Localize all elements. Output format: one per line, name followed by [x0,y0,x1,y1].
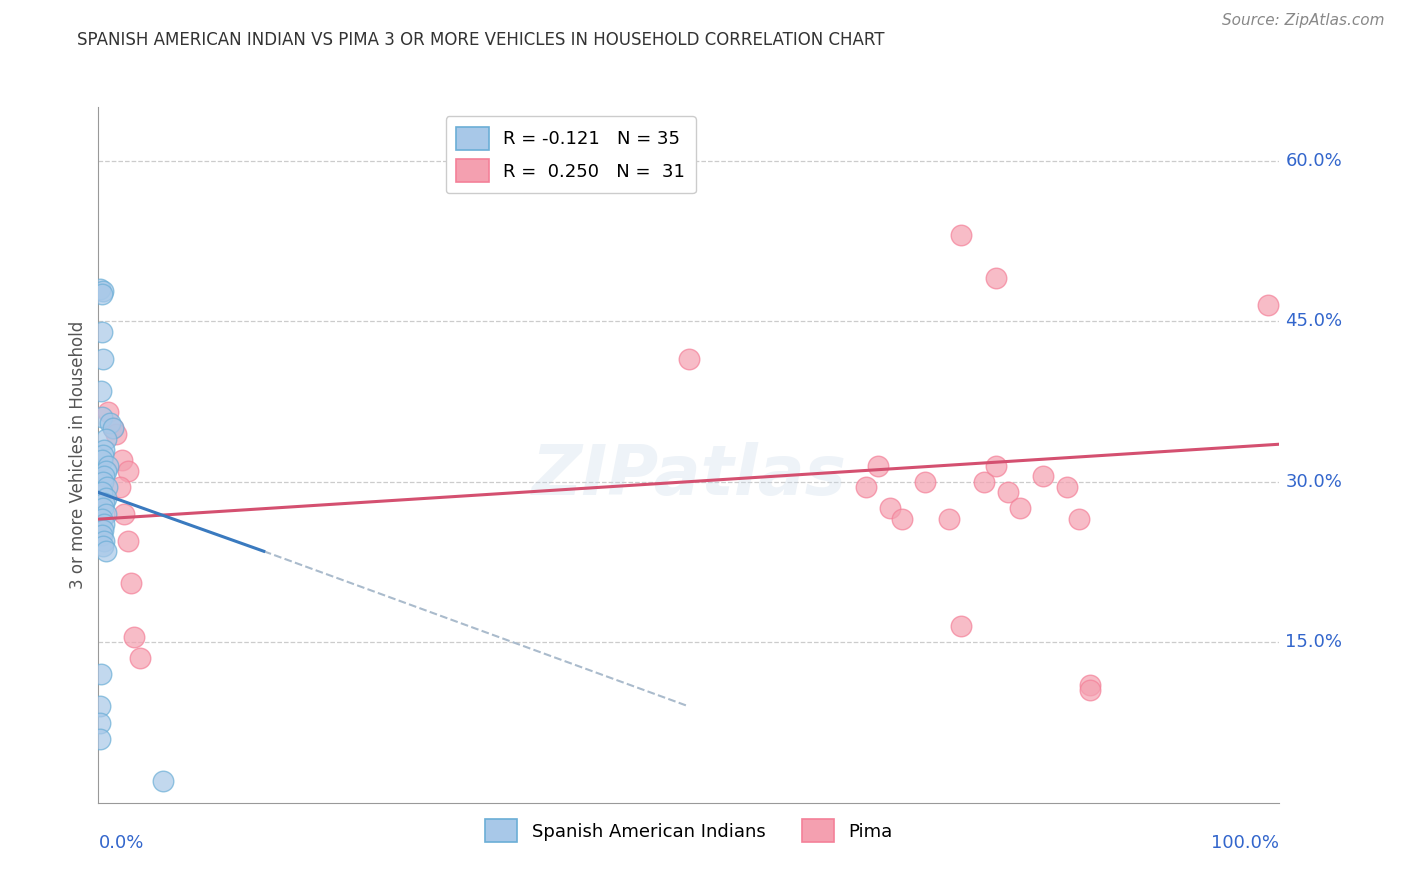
Point [678,351,700,366]
Text: ZIPatlas: ZIPatlas [531,442,846,509]
Point [914,475,936,489]
Point [1067,512,1090,526]
Point [91,351,114,366]
Point [984,271,1007,285]
Point [89,699,111,714]
Point [152,774,174,789]
Point [91,284,114,298]
Point [117,533,139,548]
Point [93,496,115,510]
Point [997,485,1019,500]
Point [94,464,117,478]
Point [108,480,131,494]
Point [97,405,120,419]
Y-axis label: 3 or more Vehicles in Household: 3 or more Vehicles in Household [69,321,87,589]
Point [105,426,128,441]
Text: 15.0%: 15.0% [1285,633,1343,651]
Point [91,448,114,462]
Point [91,485,114,500]
Point [94,491,117,505]
Point [122,630,145,644]
Point [1257,298,1279,312]
Point [94,507,117,521]
Point [973,475,995,489]
Point [91,287,114,301]
Point [879,501,901,516]
Point [117,464,139,478]
Point [1080,678,1102,692]
Point [111,453,134,467]
Point [91,512,114,526]
Point [855,480,877,494]
Point [91,410,114,425]
Point [866,458,889,473]
Point [101,421,124,435]
Point [949,228,972,243]
Point [984,458,1007,473]
Text: 100.0%: 100.0% [1212,834,1279,852]
Point [1008,501,1031,516]
Point [93,517,115,532]
Point [949,619,972,633]
Text: 60.0%: 60.0% [1285,152,1343,169]
Point [97,458,120,473]
Point [89,715,111,730]
Text: 45.0%: 45.0% [1285,312,1343,330]
Point [1032,469,1054,483]
Point [94,544,117,558]
Text: 30.0%: 30.0% [1285,473,1343,491]
Point [128,651,150,665]
Point [112,507,135,521]
Point [98,416,121,430]
Point [89,731,111,746]
Point [890,512,912,526]
Point [91,501,114,516]
Point [89,282,111,296]
Point [938,512,960,526]
Point [1056,480,1078,494]
Legend: Spanish American Indians, Pima: Spanish American Indians, Pima [478,812,900,849]
Point [91,325,114,339]
Point [90,667,112,681]
Point [121,576,143,591]
Point [91,453,114,467]
Point [93,469,115,483]
Point [96,480,118,494]
Point [90,384,112,398]
Point [91,528,114,542]
Text: SPANISH AMERICAN INDIAN VS PIMA 3 OR MORE VEHICLES IN HOUSEHOLD CORRELATION CHAR: SPANISH AMERICAN INDIAN VS PIMA 3 OR MOR… [77,31,884,49]
Point [94,432,117,446]
Point [91,523,114,537]
Point [101,421,124,435]
Point [93,533,115,548]
Point [91,475,114,489]
Point [91,539,114,553]
Point [1080,683,1102,698]
Text: 0.0%: 0.0% [98,834,143,852]
Text: Source: ZipAtlas.com: Source: ZipAtlas.com [1222,13,1385,29]
Point [93,442,115,457]
